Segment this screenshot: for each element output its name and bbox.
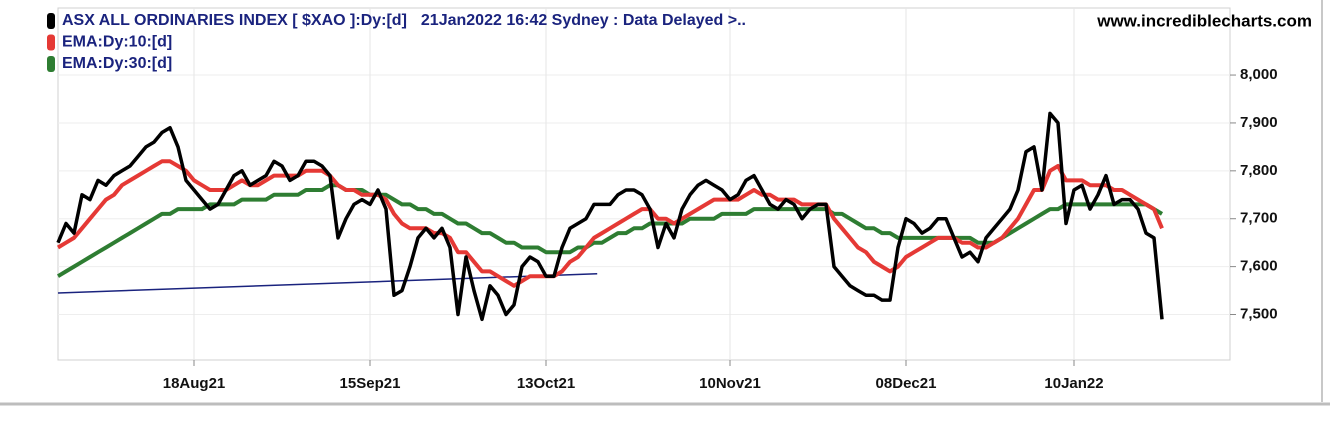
legend-label: ASX ALL ORDINARIES INDEX [ $XAO ]:Dy:[d] (62, 12, 407, 29)
legend: ASX ALL ORDINARIES INDEX [ $XAO ]:Dy:[d]… (47, 12, 746, 72)
x-tick-label: 13Oct21 (517, 375, 575, 392)
y-tick-label: 7,800 (1240, 162, 1278, 179)
x-tick-label: 18Aug21 (163, 375, 226, 392)
x-tick-label: 10Nov21 (699, 375, 761, 392)
legend-label: EMA:Dy:10:[d] (62, 34, 172, 51)
legend-label: EMA:Dy:30:[d] (62, 55, 172, 72)
legend-marker (47, 56, 55, 72)
x-tick-label: 15Sep21 (340, 375, 401, 392)
series-line (56, 183, 1164, 278)
trendline (57, 273, 598, 294)
y-tick-label: 7,500 (1240, 305, 1278, 322)
series-line (56, 111, 1164, 322)
series (56, 111, 1164, 322)
subtitle: 21Jan2022 16:42 Sydney : Data Delayed >.… (421, 12, 746, 29)
x-tick-label: 10Jan22 (1044, 375, 1103, 392)
y-tick-label: 7,900 (1240, 114, 1278, 131)
y-tick-label: 8,000 (1240, 66, 1278, 83)
series-line (56, 159, 1164, 288)
x-tick-label: 08Dec21 (876, 375, 937, 392)
watermark: www.incrediblecharts.com (1096, 11, 1312, 30)
y-tick-label: 7,600 (1240, 258, 1278, 275)
legend-marker (47, 34, 55, 51)
y-tick-label: 7,700 (1240, 210, 1278, 227)
legend-marker (47, 13, 55, 29)
